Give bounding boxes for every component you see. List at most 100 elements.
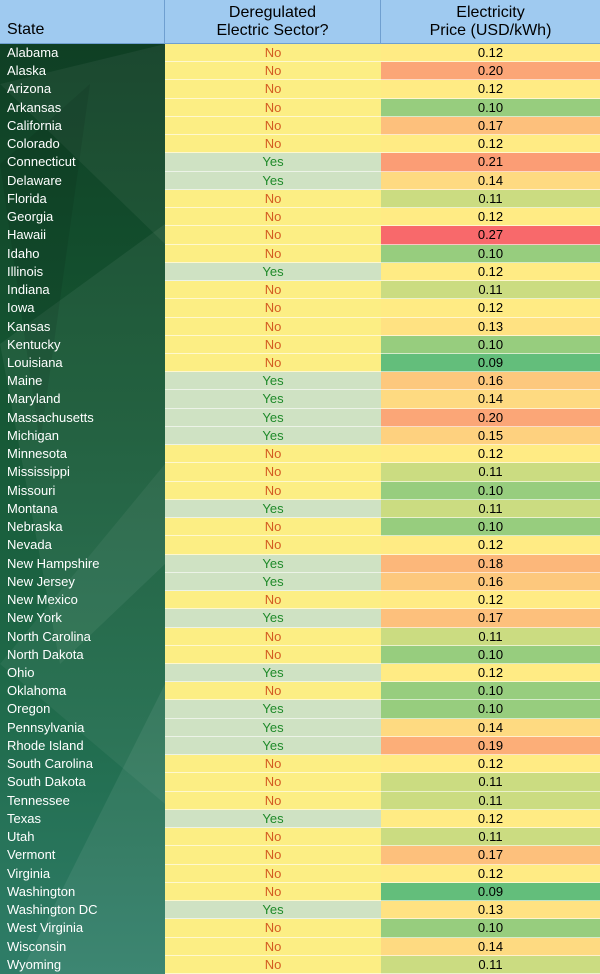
deregulated-cell: No [165,281,381,300]
table-row: Kentucky No 0.10 [0,335,600,354]
price-cell: 0.19 [381,736,600,756]
price-cell: 0.17 [381,609,600,628]
deregulated-cell: No [165,445,381,464]
price-cell: 0.12 [381,80,600,99]
state-cell: Arkansas [7,99,62,115]
price-cell: 0.11 [381,791,600,810]
state-cell: Oklahoma [7,683,67,699]
state-cell: Michigan [7,427,60,443]
state-cell: New York [7,610,62,626]
deregulated-cell: Yes [165,262,381,282]
price-cell: 0.12 [381,299,600,318]
deregulated-cell: No [165,791,381,810]
state-cell: Iowa [7,300,35,316]
deregulated-cell: No [165,864,381,883]
table-row: Iowa No 0.12 [0,299,600,318]
price-cell: 0.11 [381,773,600,792]
table-row: Hawaii No 0.27 [0,226,600,245]
table-row: Wyoming No 0.11 [0,955,600,974]
price-cell: 0.14 [381,937,600,956]
table-row: New York Yes 0.17 [0,609,600,628]
deregulated-cell: Yes [165,736,381,756]
price-cell: 0.21 [381,153,600,172]
header-price: Electricity Price (USD/kWh) [381,0,600,44]
state-cell: New Mexico [7,592,78,608]
price-cell: 0.12 [381,591,600,610]
price-cell: 0.11 [381,828,600,847]
table-row: Washington No 0.09 [0,882,600,902]
price-cell: 0.14 [381,390,600,409]
price-cell: 0.12 [381,262,600,282]
price-cell: 0.10 [381,919,600,938]
price-cell: 0.12 [381,44,600,63]
table-row: Alaska No 0.20 [0,62,600,81]
price-cell: 0.11 [381,627,600,646]
price-cell: 0.10 [381,481,600,500]
deregulated-cell: Yes [165,809,381,829]
price-cell: 0.16 [381,572,600,592]
state-cell: Massachusetts [7,409,94,425]
deregulated-cell: No [165,773,381,792]
state-cell: Florida [7,190,47,206]
price-cell: 0.10 [381,98,600,117]
price-cell: 0.10 [381,244,600,263]
deregulated-cell: No [165,882,381,902]
state-cell: Connecticut [7,154,76,170]
price-cell: 0.12 [381,135,600,154]
state-cell: Texas [7,810,41,826]
price-cell: 0.13 [381,317,600,336]
table-row: Kansas No 0.13 [0,317,600,336]
state-cell: Pennsylvania [7,719,85,735]
price-cell: 0.12 [381,445,600,464]
deregulated-cell: No [165,80,381,99]
deregulated-cell: No [165,682,381,701]
state-cell: Georgia [7,209,54,225]
state-cell: Nevada [7,537,52,553]
price-cell: 0.14 [381,171,600,190]
state-cell: Missouri [7,482,56,498]
price-cell: 0.10 [381,518,600,537]
table-row: Indiana No 0.11 [0,281,600,300]
table-row: New Mexico No 0.12 [0,591,600,610]
price-cell: 0.09 [381,354,600,373]
background-decoration [0,44,165,974]
deregulated-cell: No [165,937,381,956]
state-cell: Maine [7,373,43,389]
header-deregulated: Deregulated Electric Sector? [165,0,381,44]
header-price-line2: Price (USD/kWh) [429,21,552,39]
price-cell: 0.18 [381,554,600,573]
deregulated-cell: No [165,226,381,245]
price-cell: 0.15 [381,426,600,446]
deregulated-cell: Yes [165,718,381,737]
deregulated-cell: Yes [165,499,381,519]
state-cell: Kansas [7,318,51,334]
state-cell: North Carolina [7,628,91,644]
price-cell: 0.11 [381,281,600,300]
price-cell: 0.12 [381,208,600,227]
price-cell: 0.14 [381,718,600,737]
table-row: Arkansas No 0.10 [0,98,600,117]
deregulated-cell: No [165,955,381,974]
deregulated-cell: No [165,645,381,664]
table-row: Washington DC Yes 0.13 [0,901,600,920]
deregulated-cell: Yes [165,426,381,446]
table-row: Oregon Yes 0.10 [0,700,600,719]
state-cell: South Carolina [7,756,93,772]
table-row: Michigan Yes 0.15 [0,426,600,446]
header-state: State [0,0,165,44]
deregulated-cell: No [165,627,381,646]
table-row: Rhode Island Yes 0.19 [0,736,600,756]
price-cell: 0.11 [381,189,600,209]
state-cell: Illinois [7,263,44,279]
state-cell: Utah [7,829,35,845]
price-cell: 0.10 [381,335,600,354]
state-cell: North Dakota [7,646,84,662]
deregulated-cell: Yes [165,171,381,190]
table-row: Oklahoma No 0.10 [0,682,600,701]
deregulated-cell: Yes [165,609,381,628]
deregulated-cell: No [165,299,381,318]
deregulated-cell: No [165,135,381,154]
deregulated-cell: No [165,98,381,117]
table-row: Florida No 0.11 [0,189,600,209]
table-body: Alabama No 0.12 Alaska No 0.20 Arizona No 0.12 Ar… [0,44,600,974]
